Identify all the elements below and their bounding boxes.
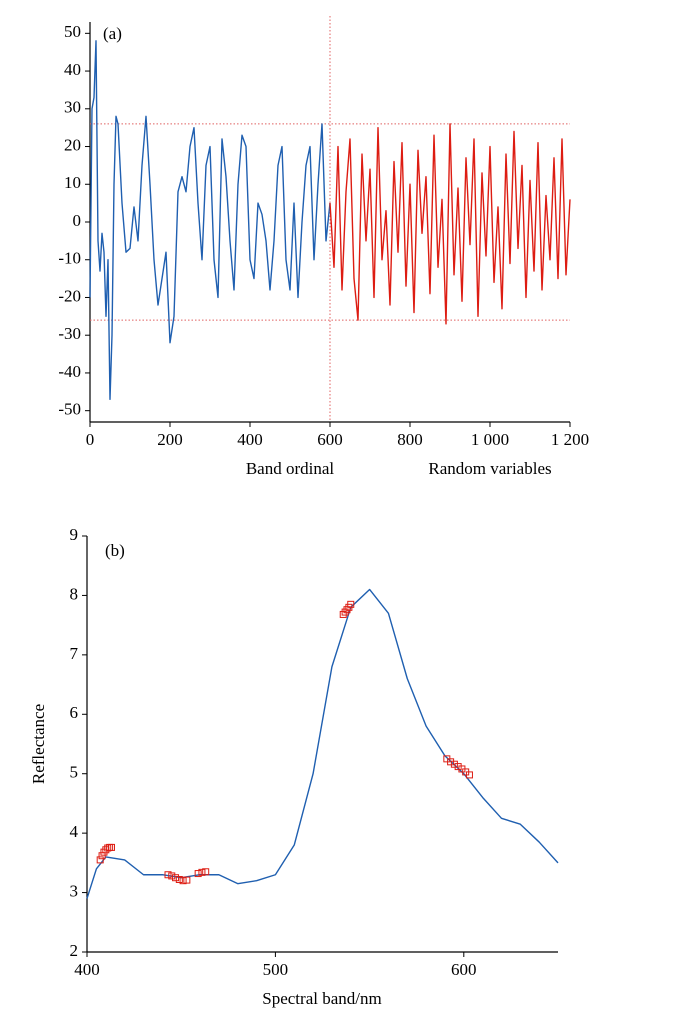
y-tick-label: 7 xyxy=(70,644,79,663)
y-tick-label: -40 xyxy=(58,362,81,381)
y-tick-label: 9 xyxy=(70,525,79,544)
x-tick-label: 200 xyxy=(157,430,183,449)
marker xyxy=(104,844,112,852)
marker xyxy=(202,868,210,876)
marker xyxy=(198,868,206,876)
x-tick-label: 400 xyxy=(237,430,263,449)
marker xyxy=(450,760,458,768)
marker xyxy=(343,606,351,614)
y-axis-label: Reflectance xyxy=(29,704,48,784)
x-tick-label: 800 xyxy=(397,430,423,449)
x-tick-label: 500 xyxy=(263,960,289,979)
x-tick-label: 1 000 xyxy=(471,430,509,449)
x-axis-label: Random variables xyxy=(428,459,551,478)
marker xyxy=(102,846,110,854)
marker xyxy=(175,875,183,883)
y-tick-label: 4 xyxy=(70,822,79,841)
y-tick-label: 40 xyxy=(64,60,81,79)
x-tick-label: 600 xyxy=(451,960,477,979)
marker xyxy=(164,871,172,879)
y-tick-label: 50 xyxy=(64,22,81,41)
marker xyxy=(347,600,355,608)
y-tick-label: -50 xyxy=(58,400,81,419)
marker xyxy=(179,877,187,885)
marker xyxy=(194,870,202,878)
y-tick-label: 6 xyxy=(70,703,79,722)
marker xyxy=(98,852,106,860)
marker xyxy=(465,771,473,779)
marker xyxy=(447,758,455,766)
data-line xyxy=(329,123,571,325)
panel-label: (a) xyxy=(103,24,122,43)
y-tick-label: 30 xyxy=(64,98,81,117)
x-tick-label: 400 xyxy=(74,960,100,979)
data-line xyxy=(86,588,559,899)
marker xyxy=(172,874,180,882)
marker xyxy=(100,848,108,856)
y-tick-label: 20 xyxy=(64,135,81,154)
y-tick-label: 3 xyxy=(70,881,79,900)
y-tick-label: 10 xyxy=(64,173,81,192)
y-tick-label: 8 xyxy=(70,584,79,603)
y-tick-label: 5 xyxy=(70,763,79,782)
y-tick-label: 0 xyxy=(73,211,82,230)
marker xyxy=(454,763,462,771)
marker xyxy=(183,876,191,884)
marker xyxy=(96,856,104,864)
x-axis-label: Spectral band/nm xyxy=(262,989,381,1008)
y-tick-label: -20 xyxy=(58,286,81,305)
x-axis-label: Band ordinal xyxy=(246,459,335,478)
marker xyxy=(168,872,176,880)
y-tick-label: 2 xyxy=(70,941,79,960)
x-tick-label: 1 200 xyxy=(551,430,589,449)
x-tick-label: 600 xyxy=(317,430,343,449)
x-tick-label: 0 xyxy=(86,430,95,449)
y-tick-label: -30 xyxy=(58,324,81,343)
y-tick-label: -10 xyxy=(58,249,81,268)
marker xyxy=(341,608,349,616)
data-line xyxy=(89,40,331,401)
marker xyxy=(107,843,115,851)
marker xyxy=(339,610,347,618)
panel-label: (b) xyxy=(105,541,125,560)
